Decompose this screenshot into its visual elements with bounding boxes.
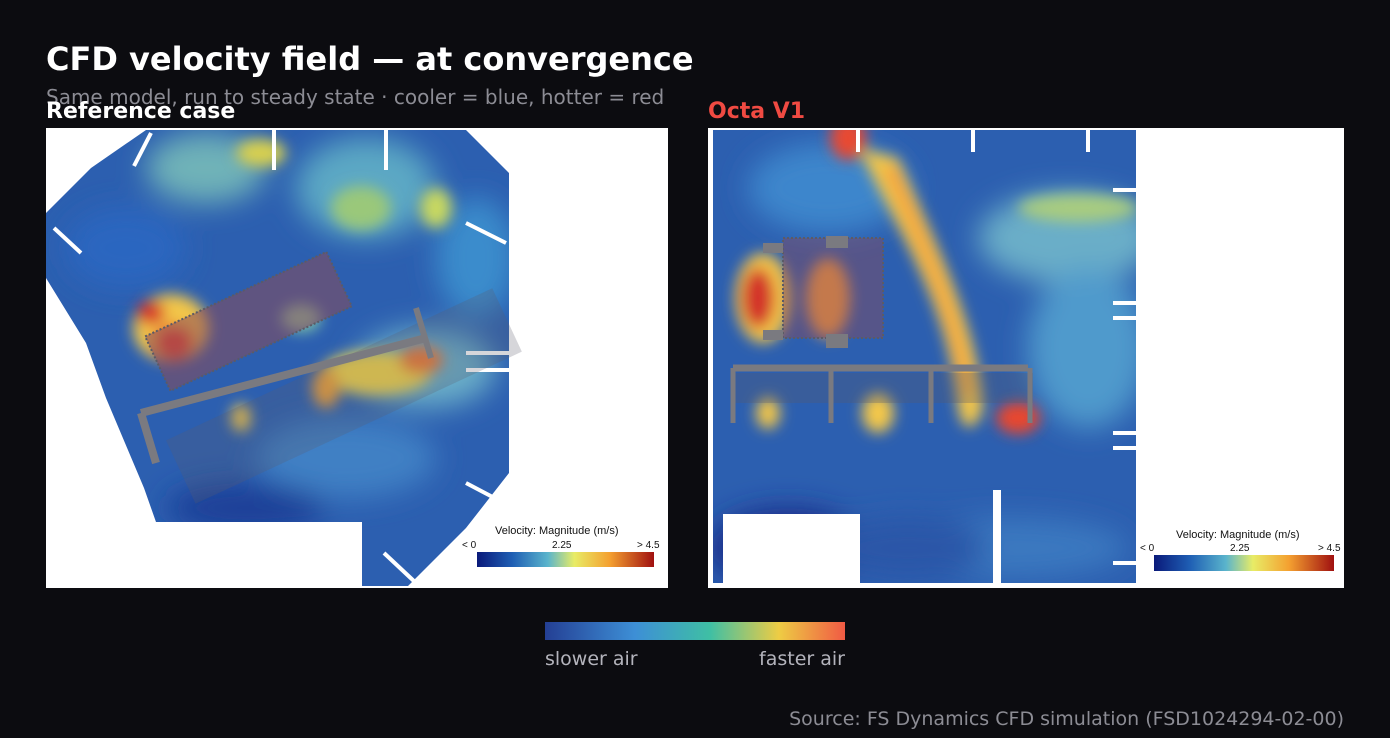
legend-slow-label: slower air (545, 648, 638, 670)
octa-colorbar (1154, 555, 1334, 571)
reference-colorbar (477, 552, 654, 567)
panel-label-octa: Octa V1 (708, 99, 806, 124)
octa-colorbar-title: Velocity: Magnitude (m/s) (1176, 529, 1300, 541)
page-title: CFD velocity field — at convergence (46, 40, 694, 78)
octa-colorbar-max: > 4.5 (1318, 543, 1341, 554)
reference-colorbar-max: > 4.5 (637, 540, 660, 551)
legend-fast-label: faster air (759, 648, 845, 670)
velocity-legend: slower air faster air (545, 622, 845, 670)
octa-colorbar-mid: 2.25 (1230, 543, 1250, 554)
reference-case-panel: Velocity: Magnitude (m/s) < 0 2.25 > 4.5 (46, 128, 668, 588)
source-note: Source: FS Dynamics CFD simulation (FSD1… (789, 708, 1344, 730)
octa-velocity-field: Velocity: Magnitude (m/s) < 0 2.25 > 4.5 (713, 130, 1341, 585)
reference-colorbar-mid: 2.25 (552, 540, 572, 551)
panel-label-reference: Reference case (46, 99, 236, 124)
legend-gradient-bar (545, 622, 845, 640)
page-subtitle: Same model, run to steady state · cooler… (46, 85, 665, 109)
reference-velocity-field: Velocity: Magnitude (m/s) < 0 2.25 > 4.5 (46, 130, 660, 586)
reference-colorbar-min: < 0 (462, 540, 477, 551)
octa-colorbar-min: < 0 (1140, 543, 1155, 554)
octa-v1-panel: Velocity: Magnitude (m/s) < 0 2.25 > 4.5 (708, 128, 1344, 588)
reference-colorbar-title: Velocity: Magnitude (m/s) (495, 525, 619, 537)
